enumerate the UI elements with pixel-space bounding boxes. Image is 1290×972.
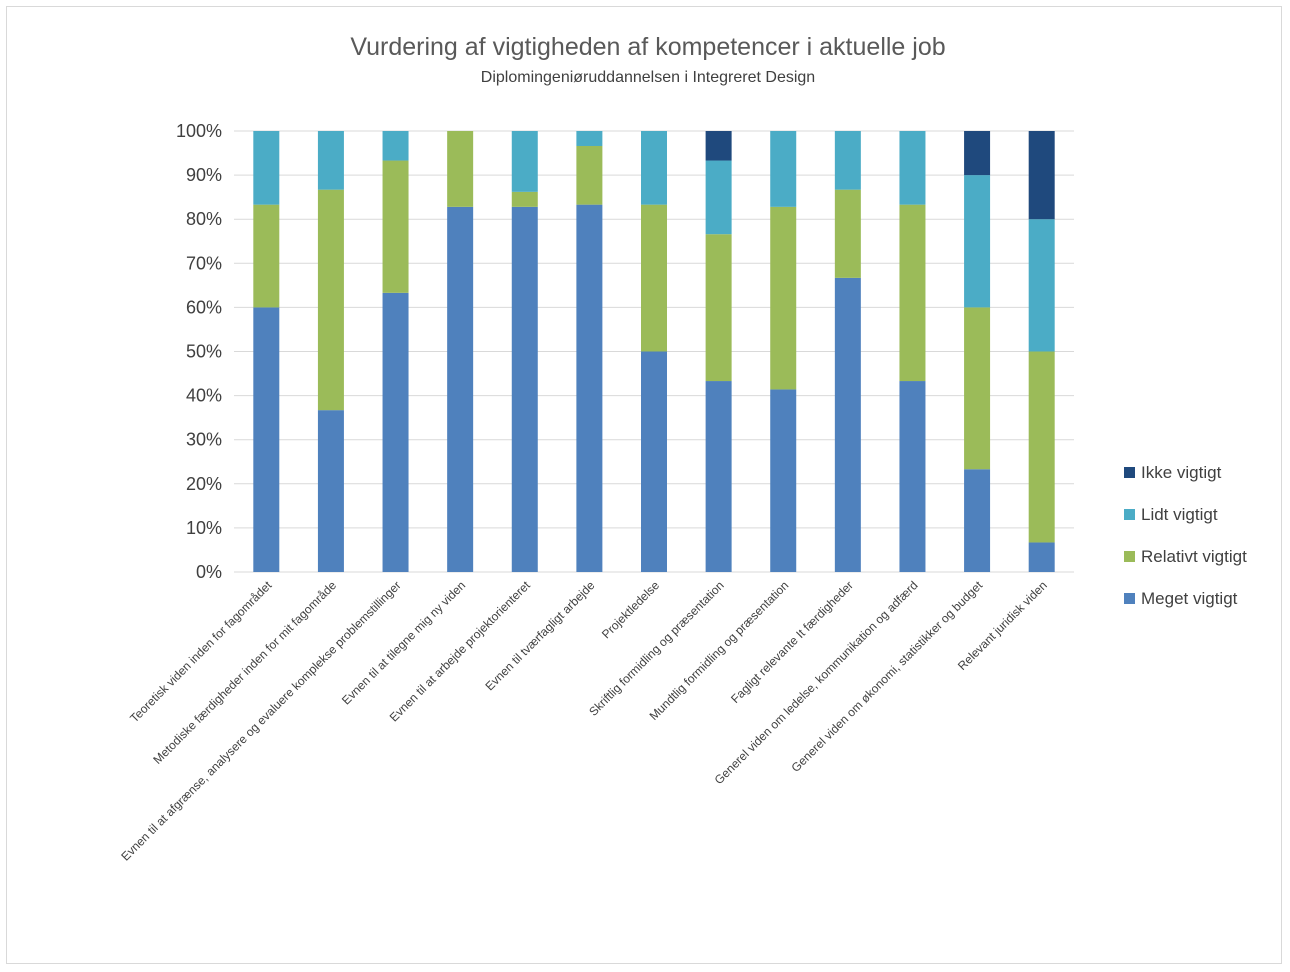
x-category-label: Mundtlig formidling og præsentation bbox=[647, 578, 792, 723]
x-category-label: Projektledelse bbox=[599, 578, 662, 641]
bar-segment bbox=[447, 131, 474, 207]
x-category-label: Evnen til at afgrænse, analysere og eval… bbox=[118, 578, 403, 863]
bar-segment bbox=[641, 204, 667, 352]
bar-segment bbox=[576, 204, 603, 572]
bar-segment bbox=[705, 234, 732, 382]
legend-swatch bbox=[1124, 509, 1135, 520]
bar-segment bbox=[964, 469, 991, 572]
legend-swatch bbox=[1124, 467, 1135, 478]
bar-segment bbox=[1028, 542, 1055, 572]
bar-segment bbox=[317, 410, 344, 572]
legend-entry: Ikke vigtigt bbox=[1141, 463, 1222, 482]
bar-segment bbox=[382, 160, 409, 293]
bar-segment bbox=[511, 206, 538, 573]
bar-segment bbox=[447, 206, 474, 573]
bar-segment bbox=[964, 131, 991, 176]
x-category-label: Fagligt relevante It færdigheder bbox=[728, 578, 856, 706]
y-tick-label: 40% bbox=[186, 386, 222, 406]
bar-segment bbox=[834, 131, 861, 190]
bar-segment bbox=[511, 131, 538, 192]
legend-swatch bbox=[1124, 551, 1135, 562]
bar-segment bbox=[964, 175, 991, 308]
y-tick-label: 90% bbox=[186, 165, 222, 185]
chart-title: Vurdering af vigtigheden af kompetencer … bbox=[350, 33, 945, 61]
bar-segment bbox=[253, 204, 280, 308]
y-tick-label: 30% bbox=[186, 430, 222, 450]
bar-segment bbox=[253, 131, 280, 205]
bar-segment bbox=[317, 131, 344, 190]
bar-segment bbox=[834, 189, 861, 278]
bar-segment bbox=[770, 389, 797, 572]
bar-segment bbox=[1028, 219, 1055, 352]
legend-swatch bbox=[1124, 593, 1135, 604]
y-tick-label: 10% bbox=[186, 518, 222, 538]
x-category-label: Evnen til at arbejde projektorienteret bbox=[387, 578, 534, 725]
bar-segment bbox=[641, 131, 667, 205]
chart-subtitle: Diplomingeniøruddannelsen i Integreret D… bbox=[481, 69, 815, 86]
bar-segment bbox=[964, 307, 991, 470]
bar-segment bbox=[1028, 131, 1055, 220]
legend-entry: Meget vigtigt bbox=[1141, 589, 1238, 608]
x-category-label: Evnen til at tilegne mig ny viden bbox=[339, 578, 468, 707]
bar-segment bbox=[705, 131, 732, 161]
legend-entry: Relativt vigtigt bbox=[1141, 547, 1247, 566]
bar-segment bbox=[834, 277, 861, 572]
bar-segment bbox=[576, 145, 603, 205]
legend-entry: Lidt vigtigt bbox=[1141, 505, 1218, 524]
x-axis-labels: Teoretisk viden inden for fagområdetMeto… bbox=[118, 578, 1050, 864]
bar-segment bbox=[705, 381, 732, 572]
bar-segment bbox=[382, 292, 409, 572]
legend: Ikke vigtigt Lidt vigtigt Relativt vigtigt… bbox=[1124, 463, 1247, 608]
bar-segment bbox=[253, 307, 280, 572]
bar-segment bbox=[382, 131, 409, 161]
bar-segment bbox=[899, 204, 926, 382]
y-tick-label: 80% bbox=[186, 209, 222, 229]
x-category-label: Evnen til tværfagligt arbejde bbox=[482, 578, 597, 693]
y-axis-ticks: 0% 10% 20% 30% 40% 50% 60% 70% 80% 90% 100% bbox=[176, 121, 222, 582]
bars bbox=[253, 131, 1055, 573]
y-tick-label: 0% bbox=[196, 562, 222, 582]
bar-segment bbox=[317, 189, 344, 411]
bar-segment bbox=[899, 131, 926, 205]
bar-segment bbox=[576, 131, 603, 146]
bar-segment bbox=[511, 191, 538, 207]
bar-segment bbox=[641, 351, 667, 572]
x-category-label: Teoretisk viden inden for fagområdet bbox=[127, 578, 275, 726]
y-tick-label: 70% bbox=[186, 253, 222, 273]
bar-segment bbox=[705, 160, 732, 235]
y-tick-label: 60% bbox=[186, 297, 222, 317]
y-tick-label: 100% bbox=[176, 121, 222, 141]
bar-segment bbox=[770, 206, 797, 390]
y-tick-label: 20% bbox=[186, 474, 222, 494]
bar-segment bbox=[770, 131, 797, 207]
x-category-label: Skriftlig formidling og præsentation bbox=[586, 578, 727, 719]
bar-segment bbox=[1028, 351, 1055, 543]
y-tick-label: 50% bbox=[186, 342, 222, 362]
bar-segment bbox=[899, 381, 926, 572]
